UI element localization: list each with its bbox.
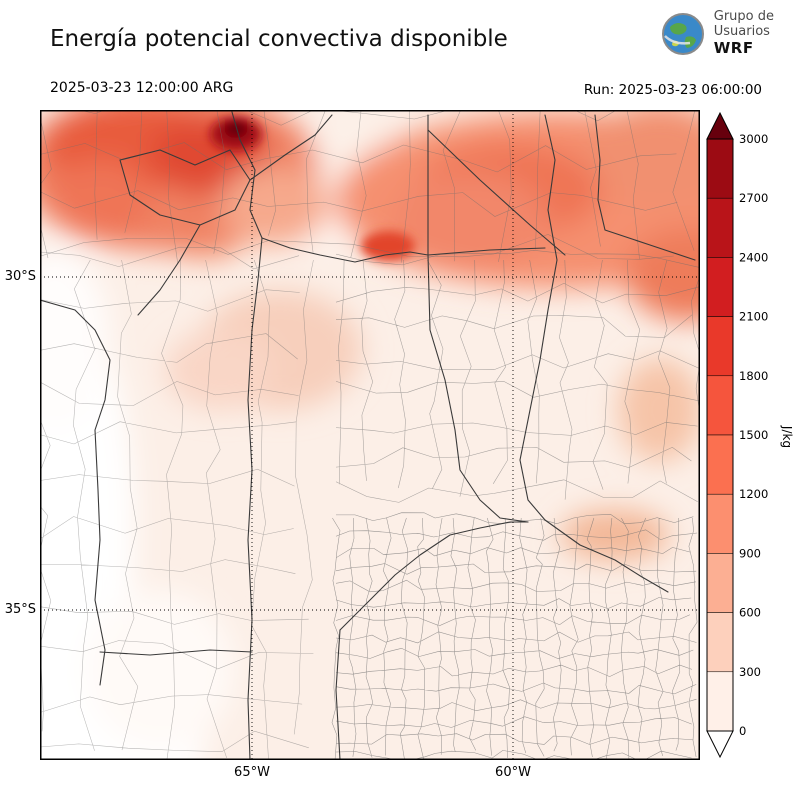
colorbar-tick: 3000	[739, 132, 768, 146]
colorbar-segment	[706, 493, 734, 554]
valid-time-label: 2025-03-23 12:00:00 ARG	[50, 80, 234, 96]
lat-label-30s: 30°S	[4, 269, 36, 284]
colorbar-segment	[706, 671, 734, 732]
logo-text-line2: Usuarios	[713, 23, 770, 39]
cape-map	[0, 88, 785, 800]
colorbar-segment	[706, 612, 734, 673]
colorbar-tick: 900	[739, 546, 761, 560]
lon-label-60w: 60°W	[495, 765, 531, 780]
logo-text-wrf: WRF	[713, 38, 754, 57]
colorbar-segment	[706, 257, 734, 317]
colorbar-tick: 1500	[739, 428, 768, 442]
colorbar-over-arrow	[706, 111, 734, 140]
cape-map-svg	[0, 88, 785, 800]
run-time-label: Run: 2025-03-23 06:00:00	[583, 82, 762, 98]
colorbar-outline	[706, 138, 734, 732]
colorbar-tick: 1200	[739, 487, 768, 501]
colorbar-tick: 1800	[739, 369, 768, 383]
colorbar-tick: 300	[739, 665, 761, 679]
colorbar: 3000 2700 2400 2100 1800 1500 1200 900 6…	[706, 111, 800, 762]
colorbar-segment	[706, 316, 734, 377]
graticule-gridlines	[40, 110, 700, 760]
map-frame	[40, 110, 700, 760]
colorbar-svg: 3000 2700 2400 2100 1800 1500 1200 900 6…	[706, 111, 768, 759]
logo-text-line1: Grupo de	[713, 9, 774, 24]
colorbar-segment	[706, 553, 734, 613]
colorbar-segment	[706, 375, 734, 436]
colorbar-segment	[706, 138, 734, 199]
lat-label-35s: 35°S	[4, 602, 36, 617]
colorbar-tick: 2400	[739, 250, 768, 264]
colorbar-segment	[706, 197, 734, 258]
colorbar-segment	[706, 434, 734, 495]
wrf-logo-text: Grupo de Usuarios WRF	[713, 9, 774, 57]
colorbar-tick-labels: 3000 2700 2400 2100 1800 1500 1200 900 6…	[739, 132, 768, 738]
colorbar-tick: 600	[739, 606, 761, 620]
colorbar-unit-label: J/kg	[780, 425, 794, 449]
lon-label-65w: 65°W	[234, 765, 270, 780]
colorbar-tick: 2700	[739, 191, 768, 205]
colorbar-tick: 2100	[739, 310, 768, 324]
colorbar-under-arrow	[706, 730, 734, 759]
wrf-logo: Grupo de Usuarios WRF	[660, 9, 774, 57]
colorbar-tick: 0	[739, 724, 746, 738]
page-title: Energía potencial convectiva disponible	[50, 26, 508, 52]
wrf-globe-icon	[661, 12, 704, 55]
